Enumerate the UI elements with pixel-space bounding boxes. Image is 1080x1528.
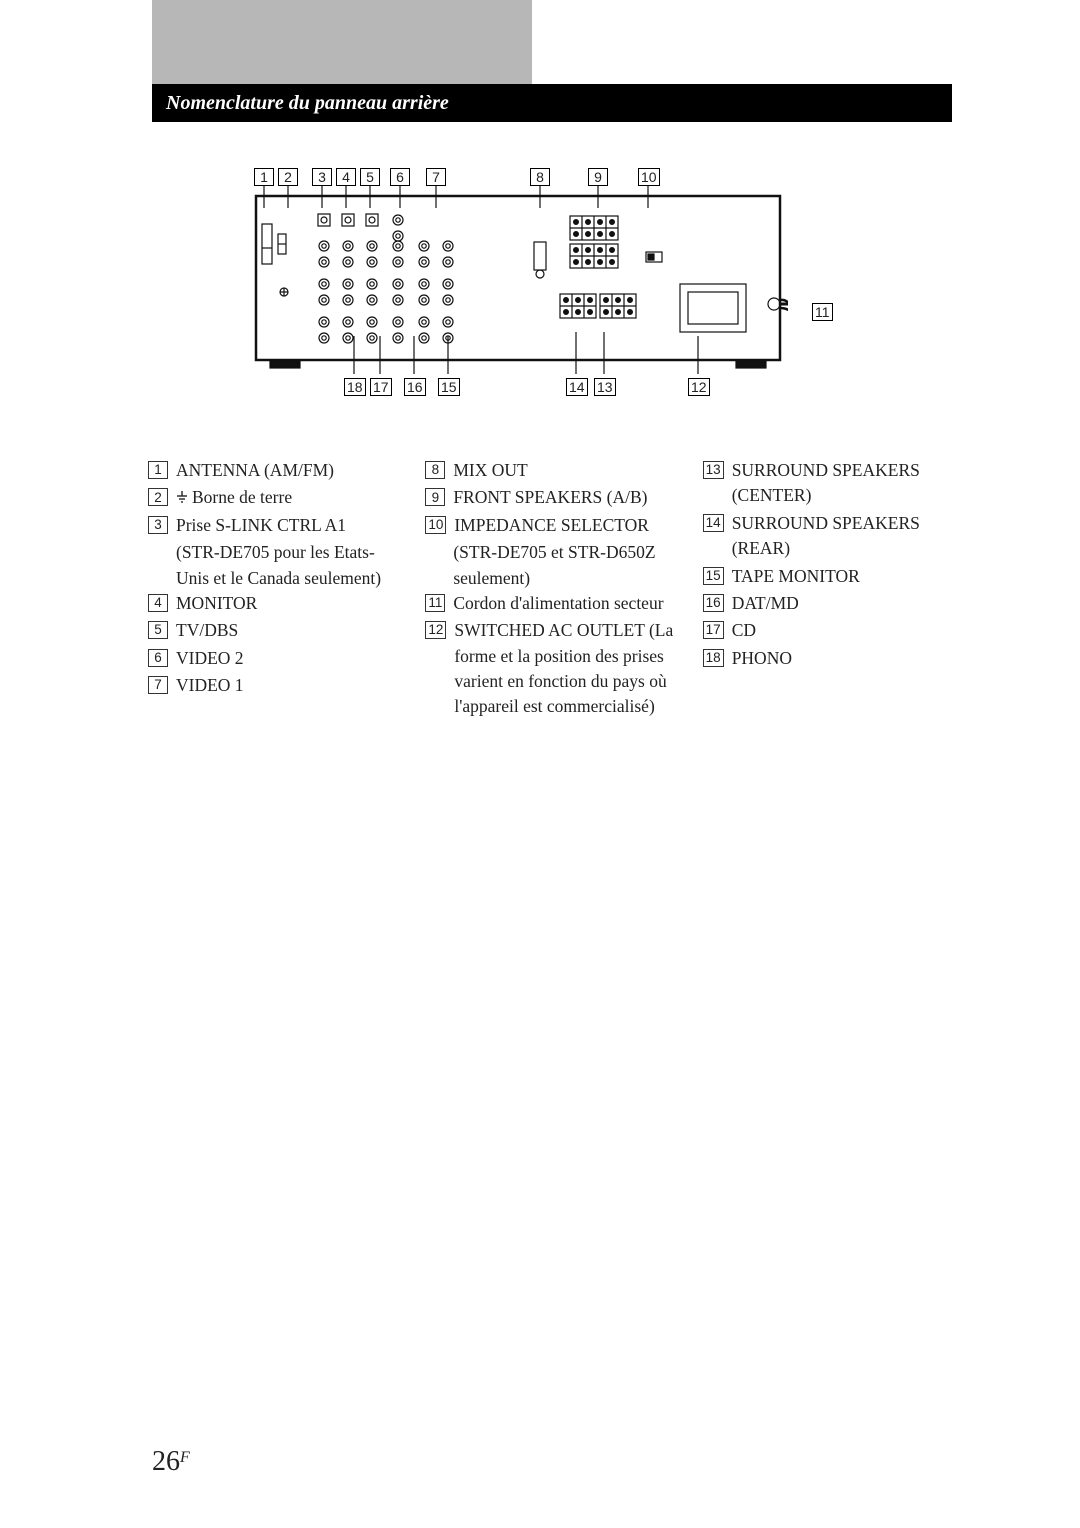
legend-text: VIDEO 1 [176, 673, 403, 698]
callout-15: 15 [438, 378, 460, 396]
legend-item-14: 14 SURROUND SPEAKERS (REAR) [703, 511, 958, 562]
header-gray-block [152, 0, 532, 84]
legend-item-13: 13 SURROUND SPEAKERS (CENTER) [703, 458, 958, 509]
legend-text: CD [732, 618, 958, 643]
legend-item-16: 16 DAT/MD [703, 591, 958, 616]
callout-9: 9 [588, 168, 608, 186]
legend: 1 ANTENNA (AM/FM) 2 Borne de terre 3 Prise S-… [148, 458, 958, 722]
legend-item-18: 18 PHONO [703, 646, 958, 671]
legend-col-2: 8 MIX OUT 9 FRONT SPEAKERS (A/B) 10 IMPEDANCE… [425, 458, 680, 722]
callout-12: 12 [688, 378, 710, 396]
legend-text: DAT/MD [732, 591, 958, 616]
legend-text: SURROUND SPEAKERS (CENTER) [732, 458, 958, 509]
callout-3: 3 [312, 168, 332, 186]
callout-8: 8 [530, 168, 550, 186]
legend-item-11: 11 Cordon d'alimentation secteur [425, 591, 680, 616]
callout-10: 10 [638, 168, 660, 186]
legend-text: FRONT SPEAKERS (A/B) [453, 485, 680, 510]
callout-1: 1 [254, 168, 274, 186]
page-number-suffix: F [180, 1449, 190, 1466]
legend-text: TAPE MONITOR [732, 564, 958, 589]
callout-5: 5 [360, 168, 380, 186]
legend-text: PHONO [732, 646, 958, 671]
legend-item-6: 6 VIDEO 2 [148, 646, 403, 671]
callout-18: 18 [344, 378, 366, 396]
callout-16: 16 [404, 378, 426, 396]
legend-item-1: 1 ANTENNA (AM/FM) [148, 458, 403, 483]
legend-item-9: 9 FRONT SPEAKERS (A/B) [425, 485, 680, 510]
legend-text: Prise S-LINK CTRL A1 [176, 513, 403, 538]
page-number-value: 26 [152, 1446, 180, 1477]
legend-subtext: (STR-DE705 et STR-D650Z seulement) [425, 540, 680, 591]
page: Nomenclature du panneau arrière 12345678… [0, 0, 1080, 1528]
legend-text: Borne de terre [176, 485, 403, 510]
callout-7: 7 [426, 168, 446, 186]
legend-text: Cordon d'alimentation secteur [453, 591, 680, 616]
legend-text: IMPEDANCE SELECTOR [454, 513, 680, 538]
legend-subtext: (STR-DE705 pour les Etats-Unis et le Can… [148, 540, 403, 591]
legend-num: 6 [148, 649, 168, 667]
legend-num: 1 [148, 461, 168, 479]
callout-2: 2 [278, 168, 298, 186]
legend-item-8: 8 MIX OUT [425, 458, 680, 483]
legend-item-7: 7 VIDEO 1 [148, 673, 403, 698]
legend-num: 14 [703, 514, 724, 532]
legend-num: 9 [425, 488, 445, 506]
legend-item-4: 4 MONITOR [148, 591, 403, 616]
callout-6: 6 [390, 168, 410, 186]
legend-item-5: 5 TV/DBS [148, 618, 403, 643]
legend-item-12: 12 SWITCHED AC OUTLET (La forme et la pos… [425, 618, 680, 720]
page-number: 26F [152, 1446, 190, 1478]
legend-item-2: 2 Borne de terre [148, 485, 403, 510]
legend-text: ANTENNA (AM/FM) [176, 458, 403, 483]
legend-num: 18 [703, 649, 724, 667]
rear-panel-diagram: 123456789101817161514131211 [248, 164, 788, 394]
legend-num: 10 [425, 516, 446, 534]
legend-num: 8 [425, 461, 445, 479]
legend-item-17: 17 CD [703, 618, 958, 643]
legend-col-1: 1 ANTENNA (AM/FM) 2 Borne de terre 3 Prise S-… [148, 458, 403, 722]
legend-num: 2 [148, 488, 168, 506]
callout-14: 14 [566, 378, 588, 396]
legend-num: 15 [703, 567, 724, 585]
legend-text: SWITCHED AC OUTLET (La forme et la posit… [454, 618, 680, 720]
legend-col-3: 13 SURROUND SPEAKERS (CENTER) 14 SURROUND S… [703, 458, 958, 722]
legend-text: SURROUND SPEAKERS (REAR) [732, 511, 958, 562]
legend-num: 4 [148, 594, 168, 612]
callout-13: 13 [594, 378, 616, 396]
callout-11: 11 [812, 303, 833, 321]
legend-num: 17 [703, 621, 724, 639]
legend-item-10: 10 IMPEDANCE SELECTOR [425, 513, 680, 538]
legend-num: 16 [703, 594, 724, 612]
legend-num: 7 [148, 676, 168, 694]
legend-text: MIX OUT [453, 458, 680, 483]
legend-text: VIDEO 2 [176, 646, 403, 671]
legend-item-15: 15 TAPE MONITOR [703, 564, 958, 589]
legend-item-3: 3 Prise S-LINK CTRL A1 [148, 513, 403, 538]
callout-17: 17 [370, 378, 392, 396]
section-title: Nomenclature du panneau arrière [166, 92, 449, 114]
callout-layer: 123456789101817161514131211 [248, 164, 788, 394]
legend-num: 3 [148, 516, 168, 534]
legend-text: MONITOR [176, 591, 403, 616]
legend-num: 12 [425, 621, 446, 639]
legend-text: TV/DBS [176, 618, 403, 643]
callout-4: 4 [336, 168, 356, 186]
section-title-bar: Nomenclature du panneau arrière [152, 84, 952, 122]
legend-num: 13 [703, 461, 724, 479]
legend-num: 5 [148, 621, 168, 639]
legend-num: 11 [425, 594, 445, 612]
